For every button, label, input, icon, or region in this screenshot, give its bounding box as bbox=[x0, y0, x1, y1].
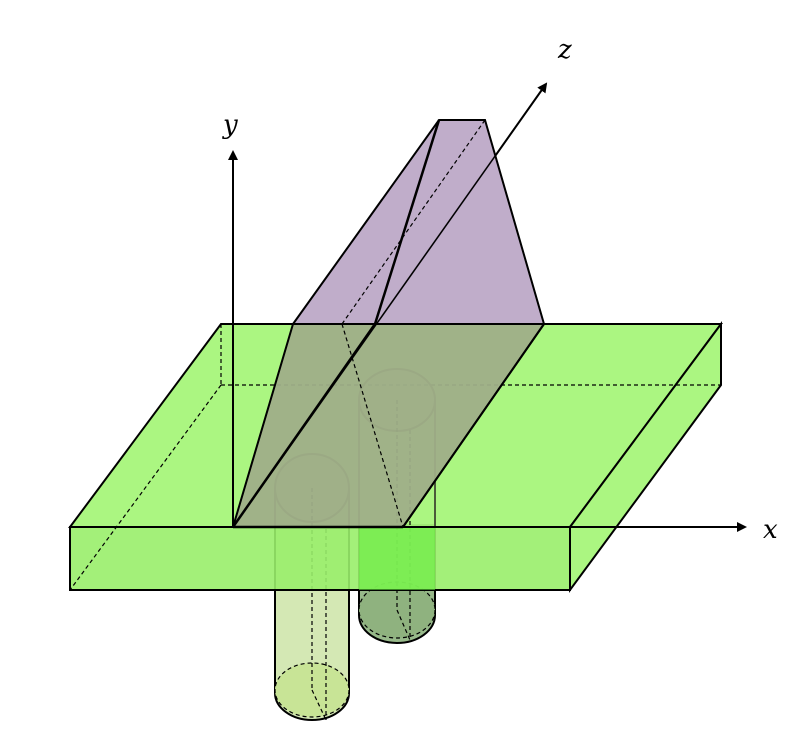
prism-upper-face bbox=[291, 119, 546, 325]
z-axis-through-prism bbox=[232, 83, 547, 528]
slab-front-face bbox=[69, 526, 571, 591]
prism bbox=[231, 83, 547, 529]
z-axis-label: z bbox=[557, 35, 572, 65]
x-axis-label: x bbox=[763, 515, 778, 545]
pillar-right-diagonal-line bbox=[396, 609, 411, 641]
prism-upper-ridge bbox=[373, 119, 441, 325]
prism-right-edge bbox=[402, 323, 545, 528]
pillar-left-diagonal-line bbox=[311, 689, 327, 721]
pillar-right-front-highlight bbox=[359, 527, 435, 590]
slab-hidden-edge-diagonal bbox=[69, 384, 222, 591]
y-axis-label: y bbox=[222, 110, 238, 140]
